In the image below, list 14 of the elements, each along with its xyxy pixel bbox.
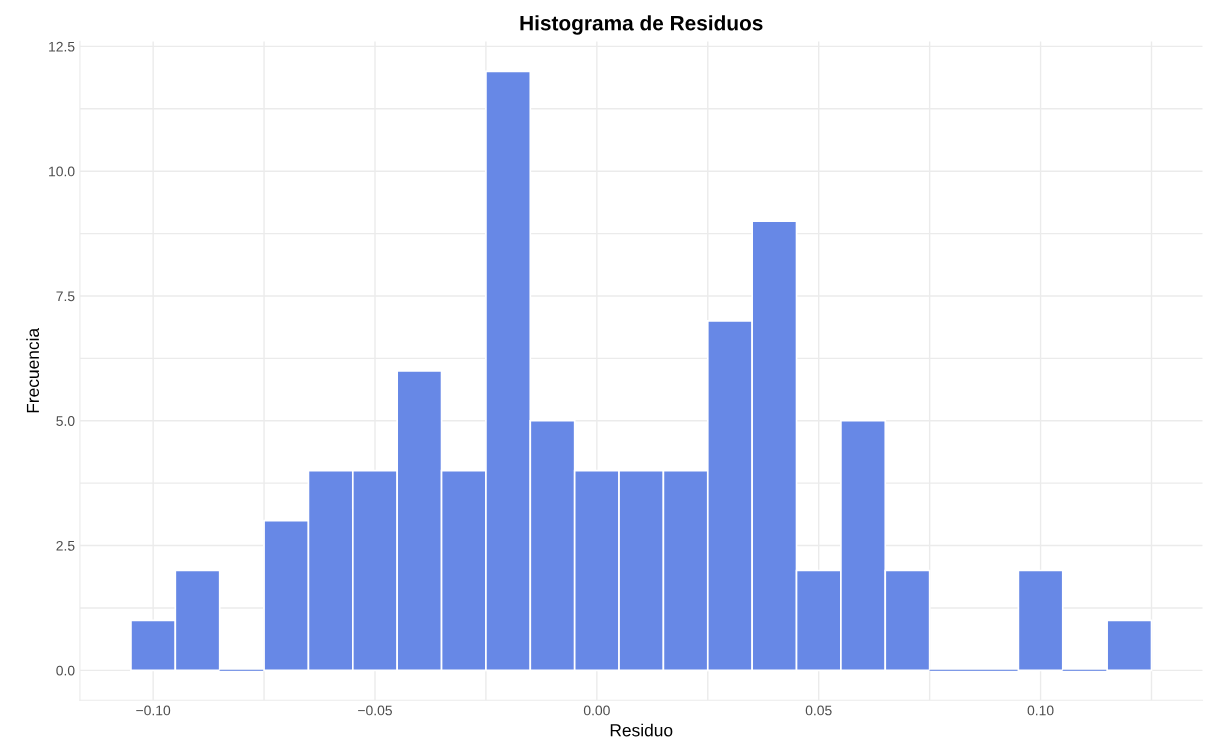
y-tick-label: 7.5 — [56, 291, 75, 302]
y-tick-label: 10.0 — [49, 166, 75, 177]
y-axis-title: Frecuencia — [26, 327, 40, 413]
y-tick-label: 0.0 — [56, 665, 75, 676]
x-tick-label: 0.05 — [805, 705, 832, 716]
x-axis-title: Residuo — [610, 723, 673, 737]
y-tick-label: 12.5 — [49, 41, 75, 52]
x-tick-label: −0.05 — [358, 705, 392, 716]
x-tick-label: 0.10 — [1027, 705, 1054, 716]
chart-title: Histograma de Residuos — [520, 15, 763, 35]
y-tick-label: 2.5 — [56, 540, 75, 551]
x-tick-label: 0.00 — [583, 705, 610, 716]
y-tick-label: 5.0 — [56, 416, 75, 426]
x-tick-label: −0.10 — [136, 705, 171, 716]
